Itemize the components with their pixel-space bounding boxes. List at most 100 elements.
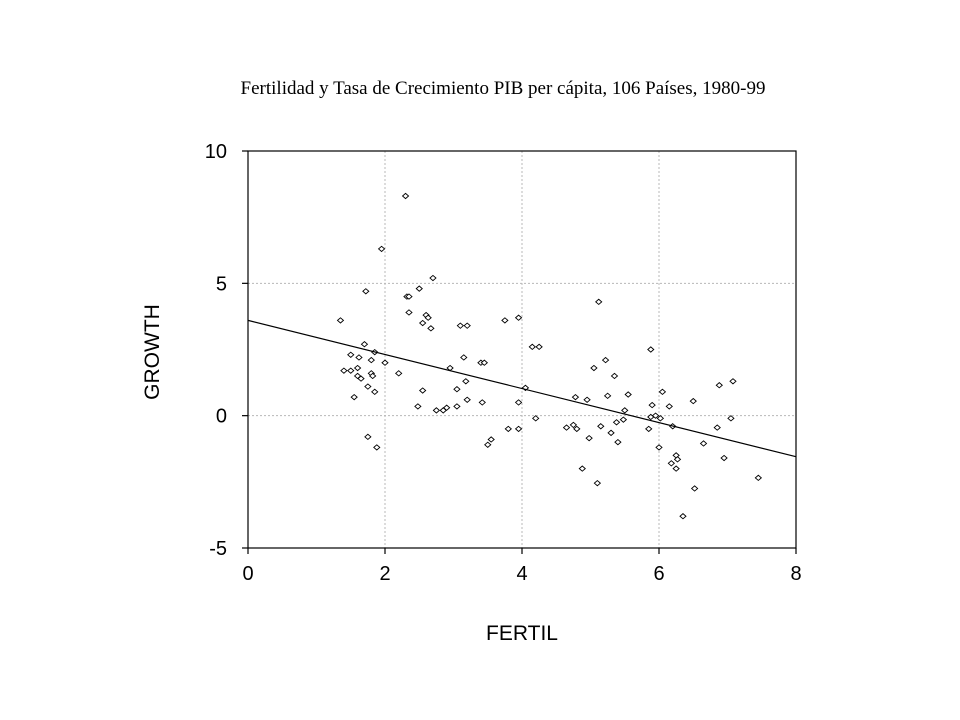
data-point [595,298,603,306]
x-tick-label: 2 [379,563,390,585]
data-point [368,372,377,380]
data-point [362,288,370,295]
data-point [621,407,629,414]
data-point [690,485,699,492]
data-point [357,375,365,382]
data-point [528,343,536,351]
data-point [395,370,403,377]
data-point [647,346,655,353]
data-point [514,314,523,321]
data-point [367,356,375,364]
data-point [347,367,355,374]
data-point [514,425,523,433]
data-point [401,192,410,200]
data-point [432,407,441,414]
data-point [405,293,413,300]
data-point [535,343,543,351]
data-point [571,393,580,401]
data-point [655,444,663,451]
data-point [405,309,413,316]
data-point [460,354,468,361]
x-tick-label: 0 [242,563,253,585]
data-point [689,397,697,405]
data-point [590,364,598,372]
data-point [699,440,708,447]
data-point [442,404,451,411]
y-axis-label: GROWTH [141,304,164,400]
y-tick-label: 0 [216,406,227,428]
data-point [754,474,763,482]
data-point [619,416,628,423]
data-point [612,419,621,426]
data-point [593,479,602,487]
data-point [514,399,523,406]
x-axis-label: FERTIL [486,622,558,645]
data-point [381,359,389,366]
data-point [364,383,372,390]
data-point [353,364,362,372]
data-point [645,425,653,433]
data-point [456,322,465,329]
data-point [350,393,358,401]
data-point [418,319,427,327]
y-tick-label: 10 [205,141,227,163]
data-point [484,441,492,448]
data-point [429,274,437,282]
data-point [603,392,612,400]
data-point [377,245,386,253]
data-point [729,378,737,385]
data-point [578,465,586,472]
data-point [720,454,728,462]
chart-title: Fertilidad y Tasa de Crecimiento PIB per… [240,78,766,99]
data-point [614,438,622,446]
x-tick-label: 8 [790,563,801,585]
data-point [418,387,427,394]
data-point [713,424,721,431]
y-tick-label: -5 [209,538,227,560]
data-point [487,436,495,443]
data-point [336,317,345,324]
grid [248,151,796,548]
data-point [651,412,660,419]
data-point [364,433,372,441]
data-point [656,415,665,422]
data-point [453,403,461,410]
data-point [585,434,593,442]
data-point [462,378,470,385]
data-point [504,425,512,433]
data-point [667,460,676,467]
data-point [355,354,363,361]
data-point [415,285,423,292]
axis-ticks: 0 2 4 6 8 -5 0 5 10 [205,141,802,585]
data-point [463,396,471,403]
data-point [673,456,682,463]
data-point [583,396,591,403]
data-point [562,424,571,431]
data-point [347,351,355,358]
data-point [607,429,615,437]
data-point [340,367,348,374]
data-point [648,401,656,409]
data-point [373,444,381,451]
data-point [501,317,509,324]
data-point [658,388,667,396]
data-point [727,415,735,422]
data-point [601,356,610,364]
data-point [665,403,673,410]
data-point [532,415,540,422]
data-point [478,399,486,406]
data-point [672,465,680,472]
data-point [360,341,369,348]
data-point [371,388,379,396]
data-point [424,314,432,321]
x-tick-label: 6 [653,563,664,585]
regression-line [247,319,797,458]
y-tick-label: 5 [216,273,227,295]
data-point [480,359,489,366]
data-point [624,391,632,398]
data-point [610,372,619,380]
data-point [427,325,435,332]
data-point [414,403,422,410]
data-point [453,386,461,393]
data-point [569,421,578,429]
